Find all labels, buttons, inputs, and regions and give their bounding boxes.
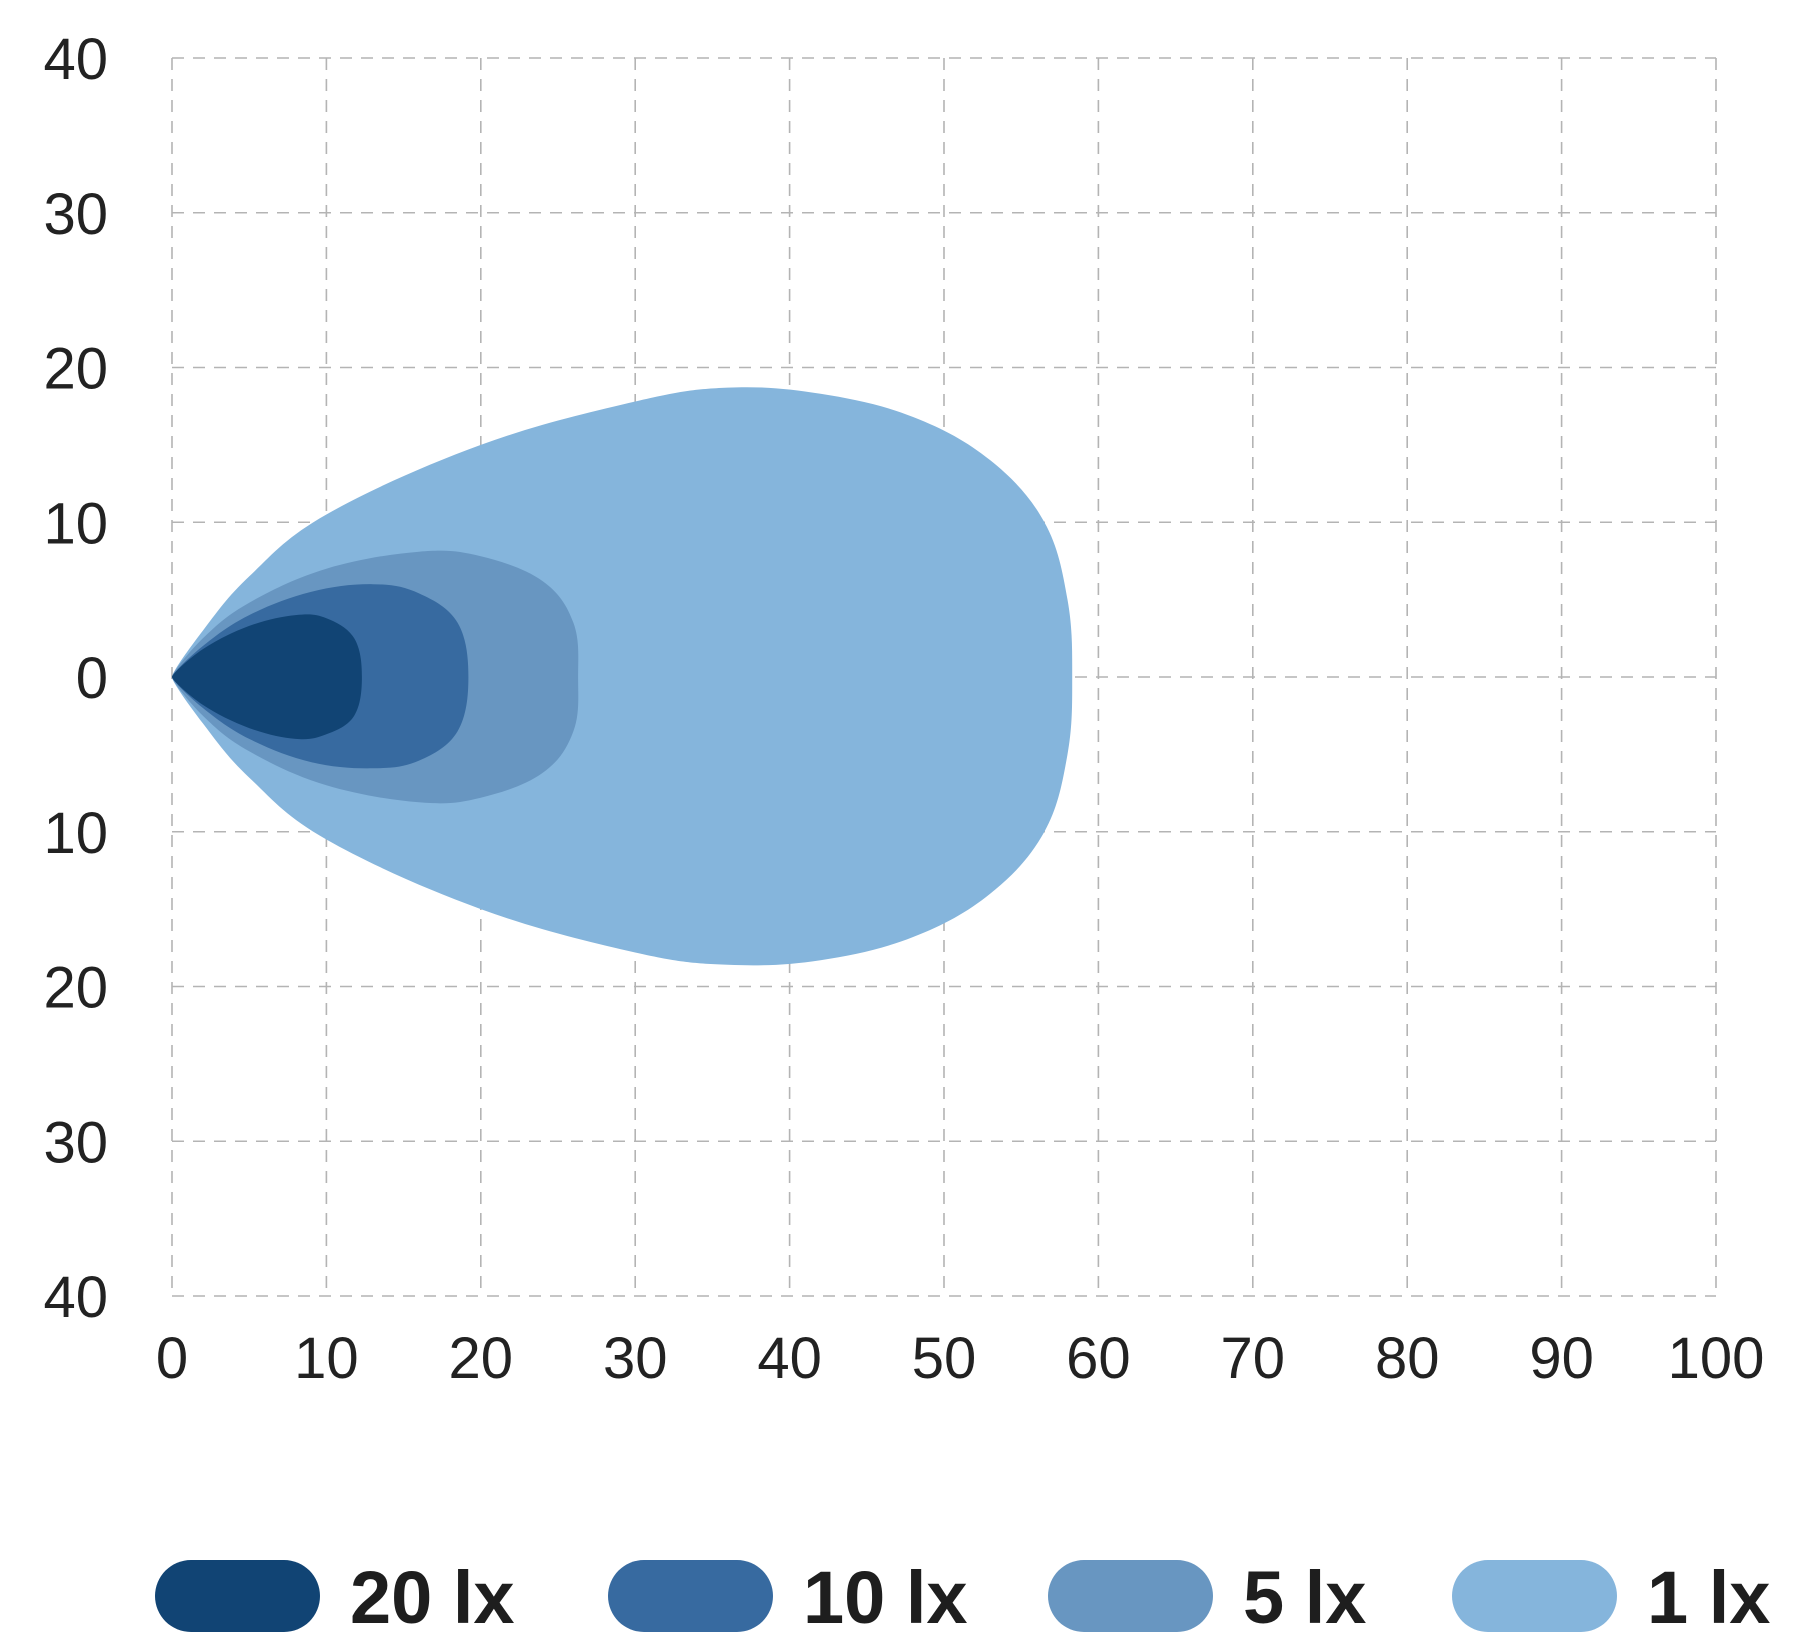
legend-label-10lx: 10 lx [803, 1556, 968, 1639]
legend-swatch-20lx [155, 1560, 320, 1632]
isolux-area-1lx [172, 387, 1073, 966]
x-tick-label: 80 [1375, 1326, 1440, 1391]
legend: 20 lx 10 lx 5 lx 1 lx [155, 1556, 1770, 1639]
y-tick-label: 40 [43, 1265, 108, 1330]
isolux-area-20lx [172, 614, 362, 740]
x-tick-label: 90 [1529, 1326, 1594, 1391]
x-axis-tick-labels: 0 10 20 30 40 50 60 70 80 90 100 [156, 1326, 1765, 1391]
x-tick-label: 40 [757, 1326, 822, 1391]
legend-label-1lx: 1 lx [1647, 1556, 1770, 1639]
x-tick-label: 0 [156, 1326, 188, 1391]
x-tick-label: 60 [1066, 1326, 1131, 1391]
x-tick-label: 10 [294, 1326, 359, 1391]
x-tick-label: 50 [912, 1326, 977, 1391]
x-tick-label: 70 [1221, 1326, 1286, 1391]
isolux-areas [172, 387, 1073, 966]
legend-swatch-5lx [1048, 1560, 1213, 1632]
y-tick-label: 30 [43, 182, 108, 247]
y-tick-label: 0 [76, 646, 108, 711]
legend-label-20lx: 20 lx [350, 1556, 515, 1639]
legend-swatch-1lx [1452, 1560, 1617, 1632]
y-tick-label: 30 [43, 1110, 108, 1175]
y-tick-label: 20 [43, 956, 108, 1021]
y-tick-label: 10 [43, 491, 108, 556]
y-tick-label: 40 [43, 27, 108, 92]
legend-label-5lx: 5 lx [1243, 1556, 1366, 1639]
y-axis-tick-labels: 40 30 20 10 0 10 20 30 40 [43, 27, 108, 1330]
x-tick-label: 30 [603, 1326, 668, 1391]
y-tick-label: 10 [43, 801, 108, 866]
x-tick-label: 20 [449, 1326, 514, 1391]
x-tick-label: 100 [1668, 1326, 1765, 1391]
legend-swatch-10lx [608, 1560, 773, 1632]
y-tick-label: 20 [43, 337, 108, 402]
